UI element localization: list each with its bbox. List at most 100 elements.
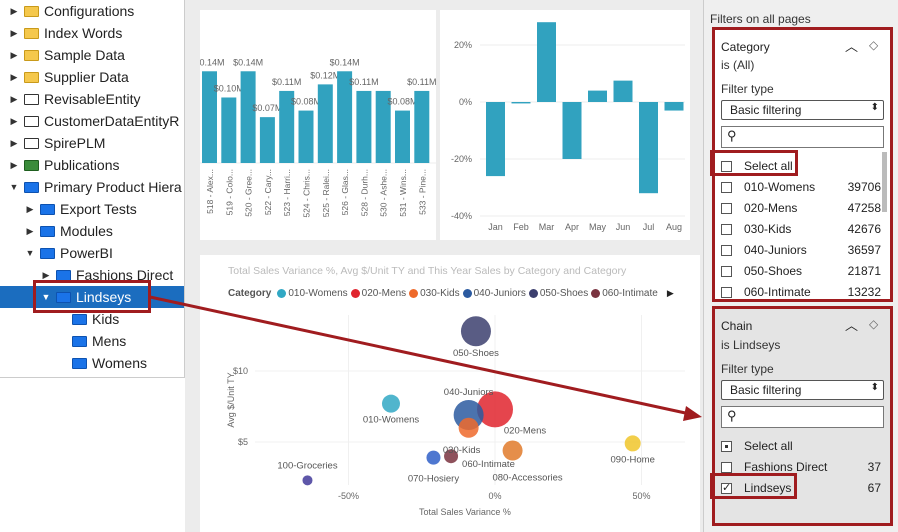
tree-item[interactable]: ▼ Lindseys: [0, 286, 184, 308]
collapsed-caret-icon[interactable]: ▶: [10, 27, 18, 38]
legend-dot-icon: [350, 289, 360, 298]
collapsed-caret-icon[interactable]: ▶: [10, 49, 18, 60]
checkbox[interactable]: [721, 461, 732, 473]
filter-option[interactable]: 060-Intimate 13232: [721, 283, 881, 301]
collapsed-caret-icon[interactable]: ▶: [10, 5, 18, 16]
legend-item[interactable]: 040-Juniors: [462, 288, 526, 299]
legend-item[interactable]: 050-Shoes: [528, 288, 588, 299]
bubble: [426, 450, 441, 465]
checkbox[interactable]: [721, 286, 732, 298]
filter-search-input[interactable]: ⚲: [721, 126, 884, 148]
collapsed-caret-icon[interactable]: ▶: [42, 269, 50, 280]
filter-search-input[interactable]: ⚲: [721, 406, 884, 428]
select-all-option[interactable]: Select all: [721, 437, 881, 455]
publication-icon: [24, 159, 39, 171]
bar: [279, 90, 295, 163]
collapsed-caret-icon[interactable]: ▶: [10, 115, 18, 126]
tree-item[interactable]: ▶ Modules: [0, 220, 184, 242]
checkbox[interactable]: [721, 160, 732, 172]
tree-item[interactable]: ▶ Configurations: [0, 0, 184, 22]
bubble-label: 010-Womens: [363, 415, 420, 426]
tree-item[interactable]: ▶ CustomerDataEntityR: [0, 110, 184, 132]
checked-checkbox[interactable]: ✓: [721, 481, 732, 494]
filter-option[interactable]: 040-Juniors 36597: [721, 241, 881, 259]
filter-type-select[interactable]: Basic filtering ⬍: [721, 380, 884, 400]
select-all-option[interactable]: Select all: [721, 157, 881, 175]
tree-item[interactable]: ▶ Export Tests: [0, 198, 184, 220]
x-tick-label: May: [589, 222, 607, 232]
legend-item[interactable]: 020-Mens: [350, 288, 406, 299]
tree-item-label: Index Words: [44, 25, 123, 41]
entity-icon: [24, 93, 39, 105]
scatter-title: Total Sales Variance %, Avg $/Unit TY an…: [228, 265, 627, 277]
collapsed-caret-icon[interactable]: ▶: [10, 71, 18, 82]
x-tick-label: 531 - Wins...: [398, 169, 408, 217]
filter-option[interactable]: 020-Mens 47258: [721, 199, 881, 217]
expanded-caret-icon[interactable]: ▼: [9, 182, 19, 192]
folder-blue-icon: [72, 357, 87, 369]
legend-item[interactable]: 060-Intimate: [591, 288, 658, 299]
tree-item[interactable]: ▼ PowerBI: [0, 242, 184, 264]
select-arrows-icon: ⬍: [870, 102, 879, 113]
collapsed-caret-icon[interactable]: ▶: [26, 203, 34, 214]
scrollbar[interactable]: [882, 152, 887, 212]
select-arrows-icon: ⬍: [870, 382, 879, 393]
partial-checkbox[interactable]: [721, 440, 732, 452]
checkbox[interactable]: [721, 202, 732, 214]
tree-item[interactable]: ▶ Supplier Data: [0, 66, 184, 88]
clear-filter-icon[interactable]: ◇: [869, 38, 879, 52]
filter-option[interactable]: ✓ Lindseys 67: [721, 479, 881, 497]
tree-item[interactable]: ▼ Primary Product Hiera: [0, 176, 184, 198]
clear-filter-icon[interactable]: ◇: [869, 317, 879, 331]
checkbox[interactable]: [721, 181, 732, 193]
collapse-icon[interactable]: ︿: [845, 39, 859, 54]
tree-item[interactable]: Kids: [0, 308, 184, 330]
checkbox[interactable]: [721, 223, 732, 235]
store-sales-bar-chart[interactable]: $0.14M 518 - Alex... $0.10M 519 - Colo... $0…: [194, 10, 436, 240]
legend-item[interactable]: 010-Womens: [277, 288, 348, 299]
folder-yellow-icon: [24, 27, 39, 39]
tree-item[interactable]: Womens: [0, 352, 184, 374]
bar: [202, 71, 217, 163]
x-tick-label: Mar: [539, 222, 555, 232]
tree-item-label: Kids: [92, 311, 120, 327]
filter-option[interactable]: 030-Kids 42676: [721, 220, 881, 238]
collapse-icon[interactable]: ︿: [845, 318, 859, 333]
tree-item[interactable]: ▶ Publications: [0, 154, 184, 176]
bubble-label: 070-Hosiery: [408, 474, 459, 485]
collapsed-caret-icon[interactable]: ▶: [26, 225, 34, 236]
collapsed-caret-icon[interactable]: ▶: [10, 137, 18, 148]
x-tick-label: Apr: [565, 222, 579, 232]
option-label: 030-Kids: [744, 222, 792, 236]
checkbox[interactable]: [721, 244, 732, 256]
search-icon: ⚲: [727, 128, 737, 143]
collapsed-caret-icon[interactable]: ▶: [10, 159, 18, 170]
legend-item[interactable]: 030-Kids: [409, 288, 460, 299]
monthly-variance-chart[interactable]: 20% 0% -20% -40% Jan Feb Mar Apr May Jun Jul Aug: [440, 10, 690, 240]
expanded-caret-icon[interactable]: ▼: [25, 248, 35, 258]
tree-item[interactable]: ▶ SpirePLM: [0, 132, 184, 154]
x-tick-label: 530 - Ashe...: [379, 169, 389, 217]
filter-option[interactable]: 010-Womens 39706: [721, 178, 881, 196]
tree-item[interactable]: ▶ Sample Data: [0, 44, 184, 66]
filter-option[interactable]: 050-Shoes 21871: [721, 262, 881, 280]
checkbox[interactable]: [721, 265, 732, 277]
bar: [588, 90, 607, 102]
legend-dot-icon: [528, 289, 538, 298]
tree-item[interactable]: ▶ Index Words: [0, 22, 184, 44]
y-tick-label: 0%: [459, 97, 472, 107]
collapsed-caret-icon[interactable]: ▶: [10, 93, 18, 104]
scatter-chart[interactable]: Total Sales Variance %, Avg $/Unit TY an…: [200, 255, 700, 532]
tree-item[interactable]: Mens: [0, 330, 184, 352]
tree-item[interactable]: ▶ Fashions Direct: [0, 264, 184, 286]
select-all-highlight: [710, 150, 798, 176]
filter-option[interactable]: Fashions Direct 37: [721, 458, 881, 476]
filter-subtitle: is (All): [721, 58, 755, 72]
filter-type-select[interactable]: Basic filtering ⬍: [721, 100, 884, 120]
y-axis-title: Avg $/Unit TY: [226, 372, 236, 427]
bar: [613, 80, 633, 102]
tree-item[interactable]: ▶ RevisableEntity: [0, 88, 184, 110]
legend-next-arrow-icon[interactable]: ▶: [666, 288, 674, 298]
x-tick-label: Jul: [643, 222, 655, 232]
expanded-caret-icon[interactable]: ▼: [41, 292, 51, 302]
